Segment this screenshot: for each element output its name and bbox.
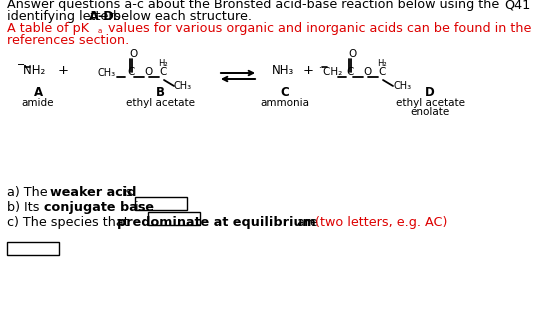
Text: ammonia: ammonia bbox=[261, 98, 309, 108]
Text: +: + bbox=[57, 64, 68, 77]
Text: A table of pK: A table of pK bbox=[7, 22, 89, 35]
Text: is: is bbox=[118, 186, 132, 199]
Text: B: B bbox=[156, 86, 165, 99]
Text: O: O bbox=[129, 49, 137, 59]
Text: a) The: a) The bbox=[7, 186, 51, 199]
Text: ̅NH₂: ̅NH₂ bbox=[24, 64, 46, 77]
Text: C: C bbox=[281, 86, 289, 99]
Text: weaker acid: weaker acid bbox=[50, 186, 137, 199]
Text: O: O bbox=[144, 67, 152, 77]
Text: ethyl acetate: ethyl acetate bbox=[396, 98, 464, 108]
Text: enolate: enolate bbox=[410, 107, 450, 117]
Text: Answer questions a-c about the Bronsted acid-base reaction below using the: Answer questions a-c about the Bronsted … bbox=[7, 0, 499, 11]
Text: amide: amide bbox=[22, 98, 54, 108]
Text: D: D bbox=[425, 86, 435, 99]
Text: A: A bbox=[34, 86, 43, 99]
Text: A-D: A-D bbox=[89, 10, 115, 23]
Text: CH₃: CH₃ bbox=[98, 68, 116, 78]
Text: C: C bbox=[346, 67, 353, 77]
Bar bbox=[135, 197, 187, 210]
Text: (two letters, e.g. AC): (two letters, e.g. AC) bbox=[315, 216, 447, 229]
Text: ethyl acetate: ethyl acetate bbox=[126, 98, 195, 108]
Text: identifying letters: identifying letters bbox=[7, 10, 124, 23]
Text: are: are bbox=[293, 216, 322, 229]
Text: b) Its: b) Its bbox=[7, 201, 43, 214]
Text: C: C bbox=[159, 67, 166, 77]
Text: O: O bbox=[348, 49, 356, 59]
Text: CH₃: CH₃ bbox=[174, 81, 192, 91]
Text: NH₃: NH₃ bbox=[272, 64, 294, 77]
Text: H₂: H₂ bbox=[377, 59, 386, 68]
Text: CH₃: CH₃ bbox=[393, 81, 411, 91]
Text: references section.: references section. bbox=[7, 34, 129, 47]
Text: values for various organic and inorganic acids can be found in the: values for various organic and inorganic… bbox=[104, 22, 531, 35]
Text: +: + bbox=[302, 64, 313, 77]
Text: C: C bbox=[378, 67, 385, 77]
Text: c) The species that: c) The species that bbox=[7, 216, 133, 229]
Text: C: C bbox=[127, 67, 134, 77]
Text: O: O bbox=[363, 67, 371, 77]
Text: below each structure.: below each structure. bbox=[109, 10, 252, 23]
Text: is: is bbox=[131, 201, 145, 214]
Text: conjugate base: conjugate base bbox=[44, 201, 154, 214]
Text: H₂: H₂ bbox=[158, 59, 167, 68]
Text: ̈CH₂: ̈CH₂ bbox=[323, 67, 342, 77]
Text: ₐ: ₐ bbox=[98, 25, 102, 35]
Text: predominate at equilibrium: predominate at equilibrium bbox=[117, 216, 316, 229]
Bar bbox=[148, 212, 200, 225]
Text: Q41: Q41 bbox=[504, 0, 530, 11]
Bar bbox=[7, 242, 59, 255]
